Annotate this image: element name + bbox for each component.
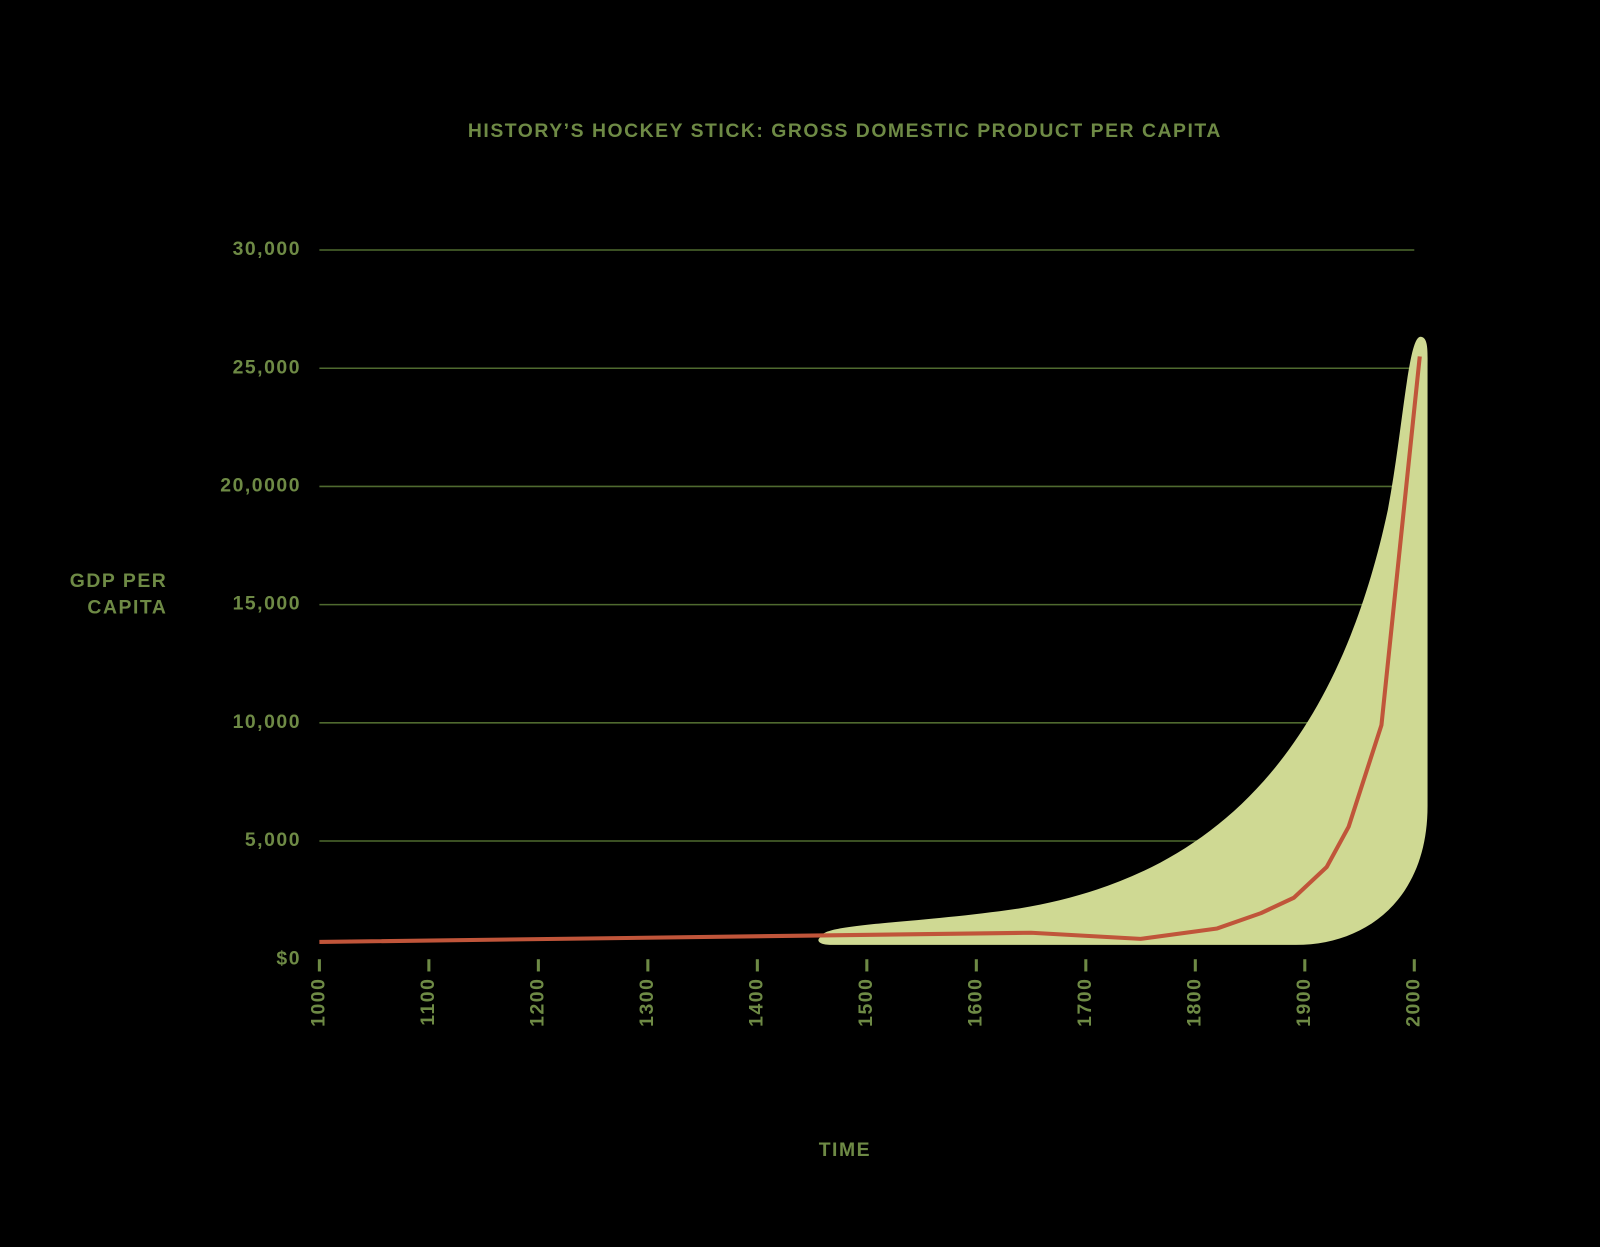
y-tick-label: 5,000 <box>245 829 301 851</box>
line <box>319 356 1422 944</box>
x-axis-label: TIME <box>819 1139 871 1161</box>
grid: $0 5,000 10,000 15,000 20,0000 25,000 30,000 10… <box>220 238 1424 1027</box>
x-tick-label: 1700 <box>1074 978 1096 1027</box>
x-tick-label: 1000 <box>308 978 330 1027</box>
chart-title: HISTORY’S HOCKEY STICK: GROSS DOMESTIC P… <box>468 120 1222 142</box>
marks <box>319 356 1422 944</box>
hockey-stick-area <box>818 336 1428 945</box>
x-tick-label: 1500 <box>855 978 877 1027</box>
x-tick-label: 1200 <box>526 978 548 1027</box>
x-tick-label: 1800 <box>1183 978 1205 1027</box>
x-tick-label: 1600 <box>964 978 986 1027</box>
y-tick-label: 25,000 <box>233 356 301 378</box>
y-axis-label: GDP PER CAPITA <box>69 570 168 619</box>
x-tick-label: 1300 <box>636 978 658 1027</box>
y-tick-label: 10,000 <box>233 711 301 733</box>
y-tick-label: 15,000 <box>233 593 301 615</box>
y-tick-label: $0 <box>276 947 301 969</box>
y-tick-label: 30,000 <box>233 238 301 260</box>
x-tick-label: 1400 <box>745 978 767 1027</box>
y-tick-label: 20,0000 <box>220 475 301 497</box>
x-tick-label: 1100 <box>417 978 439 1026</box>
x-tick-label: 2000 <box>1402 978 1424 1027</box>
y-axis-label-box: GDP PER CAPITA <box>69 570 168 619</box>
x-tick-label: 1900 <box>1293 978 1315 1027</box>
